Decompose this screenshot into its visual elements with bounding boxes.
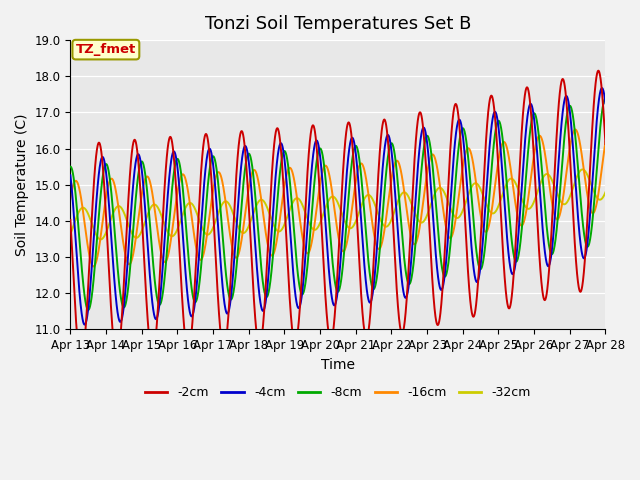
Legend: -2cm, -4cm, -8cm, -16cm, -32cm: -2cm, -4cm, -8cm, -16cm, -32cm xyxy=(140,381,536,404)
Title: Tonzi Soil Temperatures Set B: Tonzi Soil Temperatures Set B xyxy=(205,15,471,33)
Y-axis label: Soil Temperature (C): Soil Temperature (C) xyxy=(15,113,29,256)
Text: TZ_fmet: TZ_fmet xyxy=(76,43,136,56)
X-axis label: Time: Time xyxy=(321,358,355,372)
